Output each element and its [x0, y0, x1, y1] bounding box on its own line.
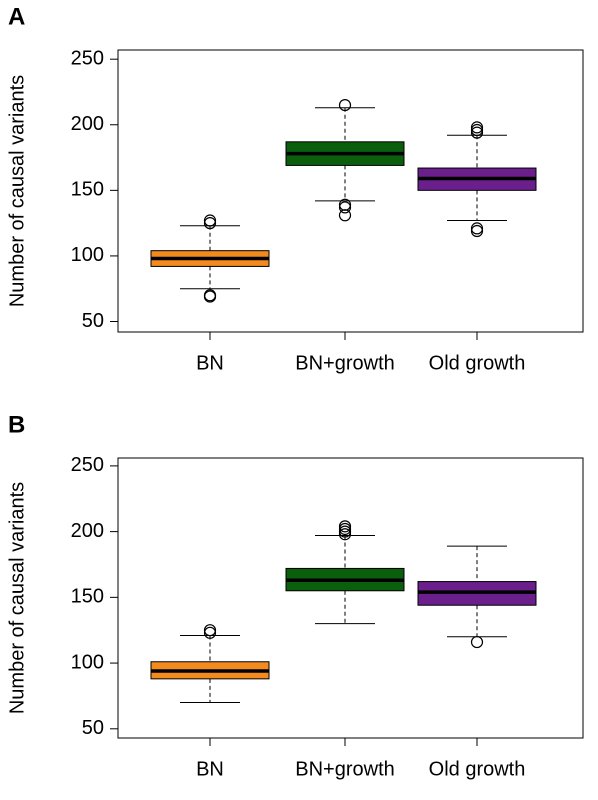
y-tick-label: 250	[71, 47, 104, 69]
y-tick-label: 150	[71, 586, 104, 608]
y-tick-label: 100	[71, 651, 104, 673]
outlier	[470, 222, 484, 235]
x-tick-label: Old growth	[429, 352, 526, 374]
outlier	[338, 528, 352, 541]
plot-frame	[117, 457, 584, 739]
outlier	[338, 98, 352, 112]
x-tick-label: Old growth	[429, 758, 526, 780]
y-axis-label: Number of causal variants	[6, 482, 28, 714]
outlier	[338, 201, 352, 214]
outlier	[470, 635, 484, 649]
x-tick-label: BN+growth	[295, 352, 395, 374]
y-tick-label: 250	[71, 454, 104, 476]
y-tick-label: 50	[82, 310, 104, 332]
plot-frame	[117, 49, 584, 333]
y-tick-label: 150	[71, 179, 104, 201]
outlier	[203, 624, 217, 637]
panel-label: A	[8, 3, 25, 30]
outlier	[470, 126, 484, 139]
y-tick-label: 200	[71, 520, 104, 542]
outlier	[470, 123, 484, 137]
x-tick-label: BN+growth	[295, 758, 395, 780]
outlier	[470, 224, 484, 238]
outlier	[203, 626, 217, 639]
y-tick-label: 100	[71, 244, 104, 266]
y-tick-label: 50	[82, 717, 104, 739]
outlier	[203, 214, 217, 227]
y-axis-label: Number of causal variants	[6, 75, 28, 307]
outlier	[203, 290, 217, 303]
x-tick-label: BN	[196, 352, 224, 374]
x-tick-label: BN	[196, 758, 224, 780]
outlier	[338, 209, 352, 222]
y-tick-label: 200	[71, 113, 104, 135]
panel-label: B	[8, 411, 25, 438]
